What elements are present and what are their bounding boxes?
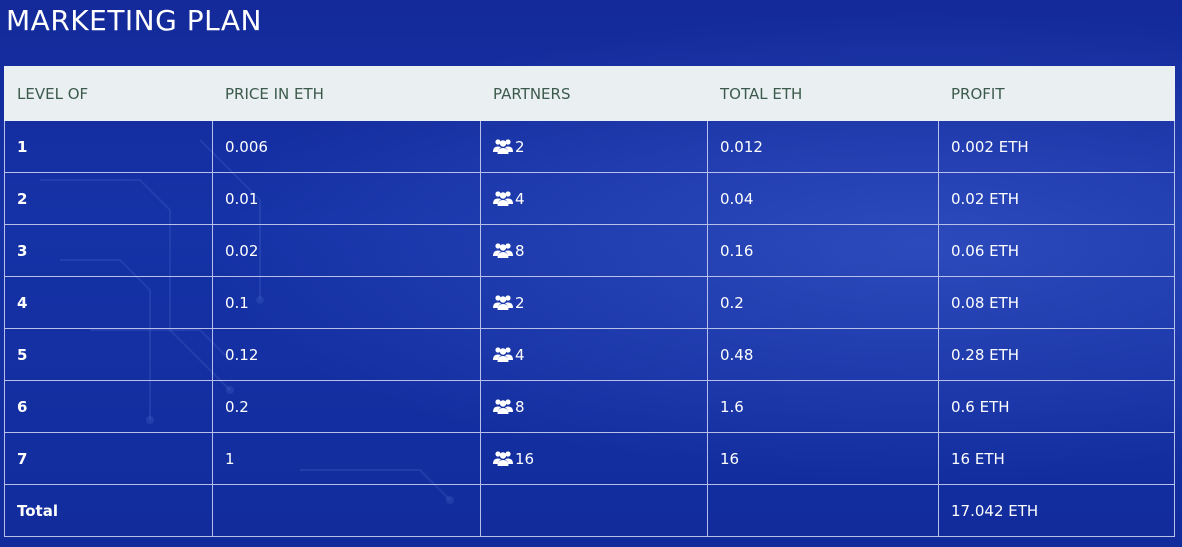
- partners-count: 2: [515, 293, 525, 312]
- level-cell: 2: [4, 172, 213, 225]
- total-cell: 0.2: [707, 276, 939, 329]
- column-header-total: TOTAL ETH: [707, 66, 939, 121]
- level-cell: 1: [4, 120, 213, 173]
- profit-cell: 0.06 ETH: [938, 224, 1175, 277]
- partners-cell: 2: [480, 276, 708, 329]
- total-label: Total: [4, 484, 213, 537]
- total-cell: 0.012: [707, 120, 939, 173]
- level-cell: 4: [4, 276, 213, 329]
- marketing-plan-table: LEVEL OF PRICE IN ETH PARTNERS TOTAL ETH…: [4, 66, 1175, 537]
- level-cell: 7: [4, 432, 213, 485]
- column-header-price: PRICE IN ETH: [212, 66, 481, 121]
- price-cell: 0.02: [212, 224, 481, 277]
- profit-cell: 0.002 ETH: [938, 120, 1175, 173]
- profit-cell: 0.02 ETH: [938, 172, 1175, 225]
- profit-cell: 16 ETH: [938, 432, 1175, 485]
- total-cell: 0.16: [707, 224, 939, 277]
- empty-cell: [480, 484, 708, 537]
- partners-cell: 8: [480, 380, 708, 433]
- page-title: MARKETING PLAN: [6, 4, 262, 37]
- users-icon: [493, 242, 513, 258]
- users-icon: [493, 190, 513, 206]
- price-cell: 0.01: [212, 172, 481, 225]
- table-row: 4 0.1 2 0.2 0.08 ETH: [4, 276, 1175, 329]
- users-icon: [493, 398, 513, 414]
- column-header-profit: PROFIT: [938, 66, 1175, 121]
- partners-count: 16: [515, 449, 535, 468]
- partners-cell: 2: [480, 120, 708, 173]
- price-cell: 0.2: [212, 380, 481, 433]
- profit-cell: 0.08 ETH: [938, 276, 1175, 329]
- partners-cell: 16: [480, 432, 708, 485]
- table-row: 6 0.2 8 1.6 0.6 ETH: [4, 380, 1175, 433]
- partners-count: 8: [515, 241, 525, 260]
- total-cell: 1.6: [707, 380, 939, 433]
- total-cell: 0.04: [707, 172, 939, 225]
- users-icon: [493, 346, 513, 362]
- level-cell: 6: [4, 380, 213, 433]
- total-profit-cell: 17.042 ETH: [938, 484, 1175, 537]
- partners-count: 8: [515, 397, 525, 416]
- price-cell: 0.12: [212, 328, 481, 381]
- level-cell: 3: [4, 224, 213, 277]
- table-row: 5 0.12 4 0.48 0.28 ETH: [4, 328, 1175, 381]
- partners-count: 4: [515, 189, 525, 208]
- users-icon: [493, 138, 513, 154]
- column-header-level: LEVEL OF: [4, 66, 213, 121]
- partners-cell: 8: [480, 224, 708, 277]
- total-cell: 0.48: [707, 328, 939, 381]
- level-cell: 5: [4, 328, 213, 381]
- price-cell: 1: [212, 432, 481, 485]
- partners-count: 4: [515, 345, 525, 364]
- total-cell: 16: [707, 432, 939, 485]
- price-cell: 0.1: [212, 276, 481, 329]
- table-row: 3 0.02 8 0.16 0.06 ETH: [4, 224, 1175, 277]
- profit-cell: 0.28 ETH: [938, 328, 1175, 381]
- partners-cell: 4: [480, 328, 708, 381]
- users-icon: [493, 450, 513, 466]
- table-total-row: Total 17.042 ETH: [4, 484, 1175, 537]
- table-header-row: LEVEL OF PRICE IN ETH PARTNERS TOTAL ETH…: [4, 66, 1175, 121]
- users-icon: [493, 294, 513, 310]
- price-cell: 0.006: [212, 120, 481, 173]
- empty-cell: [707, 484, 939, 537]
- table-row: 1 0.006 2 0.012 0.002 ETH: [4, 120, 1175, 173]
- partners-count: 2: [515, 137, 525, 156]
- table-row: 2 0.01 4 0.04 0.02 ETH: [4, 172, 1175, 225]
- empty-cell: [212, 484, 481, 537]
- partners-cell: 4: [480, 172, 708, 225]
- table-row: 7 1 16 16 16 ETH: [4, 432, 1175, 485]
- profit-cell: 0.6 ETH: [938, 380, 1175, 433]
- column-header-partners: PARTNERS: [480, 66, 708, 121]
